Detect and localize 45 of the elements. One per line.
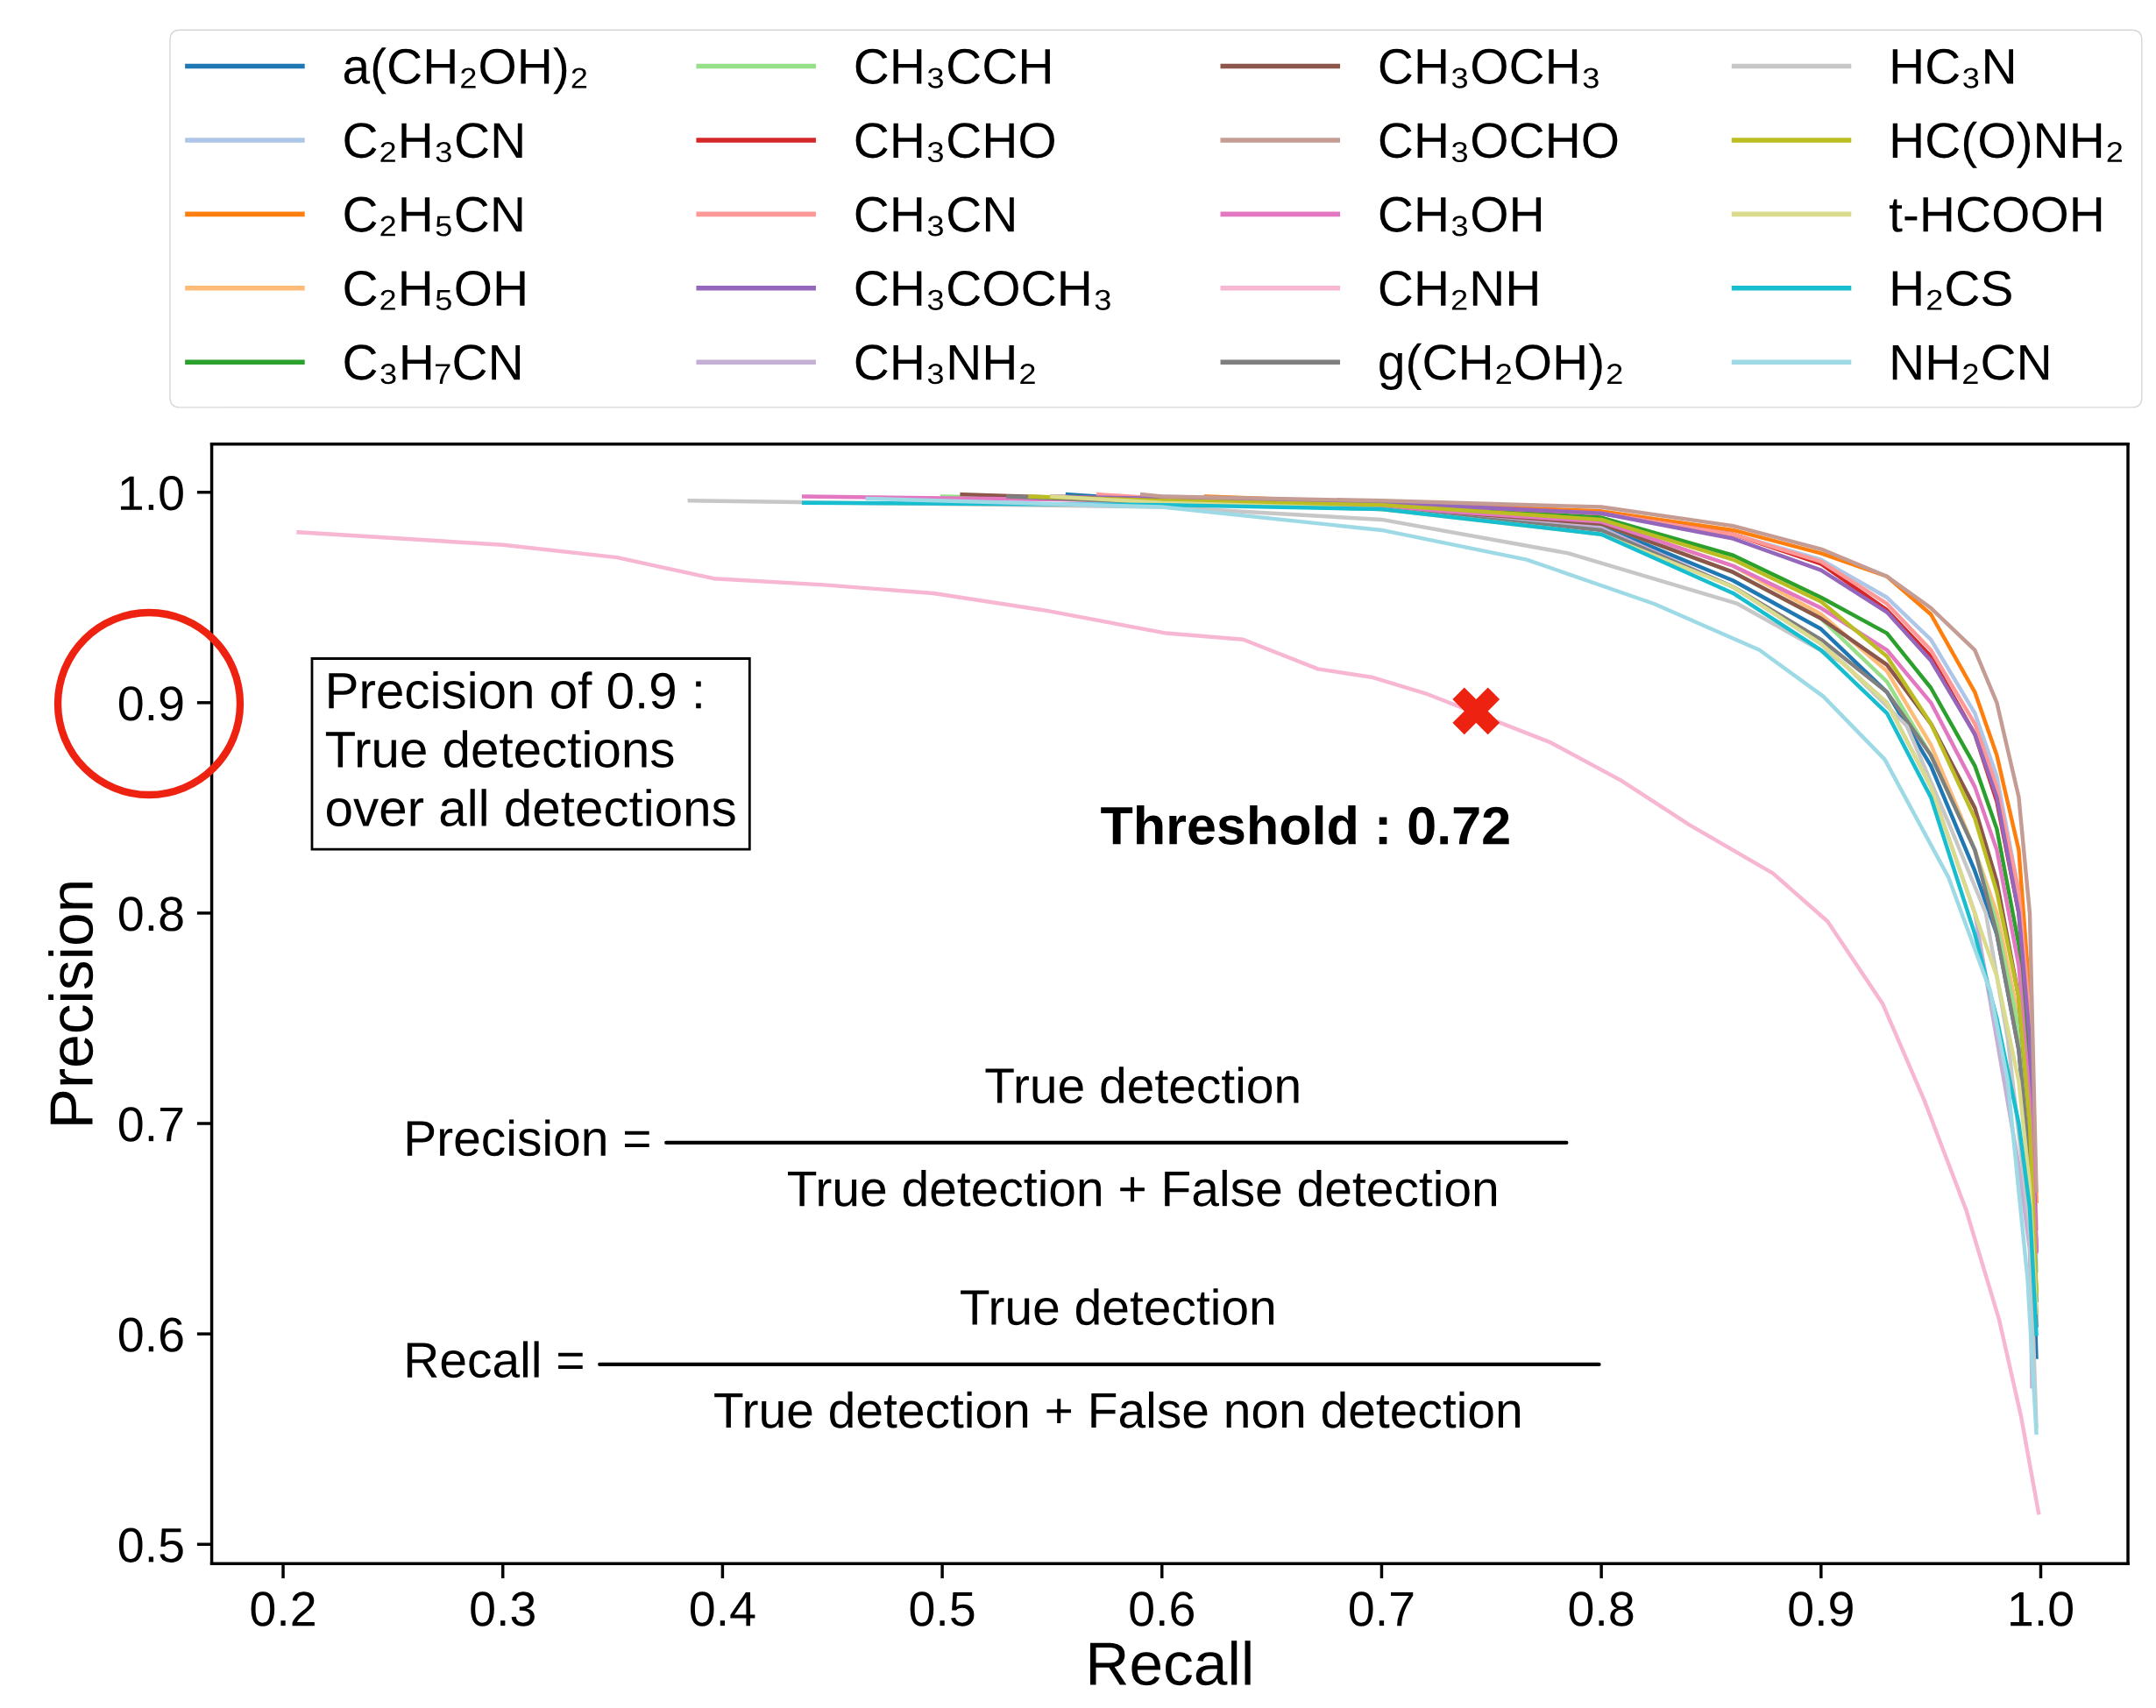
legend-label: CH₃NH₂ [855, 344, 1035, 385]
x-tick-label: 0.9 [1789, 1591, 1853, 1626]
x-tick-label: 0.6 [1130, 1591, 1194, 1626]
legend-label: NH₂CN [1892, 344, 2049, 384]
legend-label: CH₃CHO [855, 123, 1054, 163]
legend-label: C₂H₅CN [344, 196, 522, 237]
legend-label: CH₃CCH [855, 48, 1050, 89]
x-axis-title: Recall [1090, 1641, 1251, 1686]
legend-label: CH₃CN [855, 196, 1014, 237]
legend-label: HC₃N [1892, 48, 2013, 89]
x-tick-label: 0.2 [251, 1591, 315, 1626]
annotation: True detection + False detection [788, 1169, 1496, 1207]
y-tick-label: 0.8 [118, 897, 183, 932]
y-tick-label: 0.7 [118, 1107, 183, 1142]
legend-label: CH₃OH [1379, 196, 1542, 237]
x-tick-label: 0.5 [910, 1591, 975, 1626]
y-tick-label: 0.9 [118, 686, 183, 721]
x-tick-label: 0.8 [1569, 1591, 1634, 1626]
annotation: Precision of 0.9 : True detections over all detections [325, 671, 735, 827]
x-tick-label: 1.0 [2011, 1591, 2073, 1626]
legend-label: CH₃COCH₃ [855, 270, 1110, 310]
legend-label: t-HCOOH [1889, 196, 2102, 232]
legend-label: CH₃OCH₃ [1379, 48, 1599, 89]
y-tick-label: 0.5 [118, 1527, 183, 1563]
legend-label: H₂CS [1892, 270, 2011, 310]
legend-label: CH₂NH [1379, 270, 1537, 310]
y-axis-title: Precision [48, 882, 94, 1124]
annotation: Threshold : 0.72 [1101, 805, 1509, 845]
legend-label: CH₃OCHO [1379, 123, 1618, 163]
legend-label: a(CH₂OH)₂ [344, 47, 587, 95]
legend-label: g(CH₂OH)₂ [1379, 343, 1622, 390]
annotation: Recall = [407, 1341, 583, 1378]
annotation: True detection [985, 1067, 1299, 1104]
annotation: Precision = [407, 1119, 649, 1157]
legend-label: C₂H₅OH [344, 270, 525, 310]
annotation: True detection [961, 1288, 1274, 1326]
y-tick-label: 0.6 [118, 1317, 183, 1352]
x-tick-label: 0.3 [471, 1591, 535, 1626]
legend-label: C₂H₃CN [344, 123, 522, 163]
legend-label: C₃H₇CN [344, 344, 521, 385]
x-tick-label: 0.7 [1350, 1591, 1414, 1626]
legend-label: HC(O)NH₂ [1892, 121, 2123, 168]
y-tick-label: 1.0 [121, 476, 183, 511]
x-tick-label: 0.4 [690, 1591, 755, 1626]
annotation: True detection + False non detection [714, 1391, 1520, 1428]
